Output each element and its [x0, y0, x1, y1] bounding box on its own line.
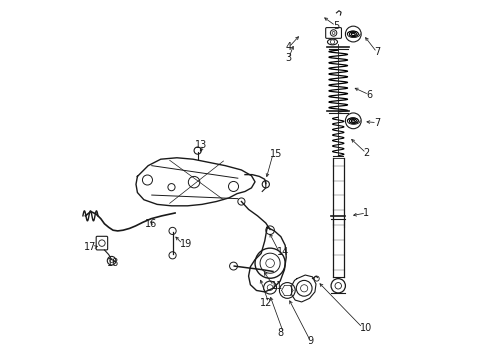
FancyBboxPatch shape — [326, 28, 342, 39]
Circle shape — [230, 262, 238, 270]
Text: 19: 19 — [180, 239, 192, 249]
Text: 4: 4 — [286, 42, 292, 52]
Text: 18: 18 — [106, 258, 119, 268]
Text: 17: 17 — [84, 242, 97, 252]
Text: 1: 1 — [364, 208, 369, 218]
Text: 16: 16 — [145, 219, 157, 229]
Circle shape — [266, 259, 274, 267]
Text: 12: 12 — [260, 298, 272, 308]
Circle shape — [107, 256, 116, 265]
Circle shape — [188, 176, 200, 188]
Circle shape — [296, 280, 312, 296]
Text: 6: 6 — [366, 90, 372, 100]
Circle shape — [168, 184, 175, 191]
Circle shape — [143, 175, 152, 185]
Circle shape — [110, 259, 113, 262]
Text: 5: 5 — [333, 21, 339, 31]
Circle shape — [345, 26, 361, 42]
Circle shape — [260, 253, 280, 273]
Circle shape — [266, 226, 274, 234]
Text: 11: 11 — [271, 281, 283, 291]
Text: 3: 3 — [286, 53, 292, 63]
Circle shape — [262, 181, 270, 188]
Text: 15: 15 — [270, 149, 282, 159]
Circle shape — [255, 248, 285, 278]
Text: 2: 2 — [364, 148, 369, 158]
Circle shape — [345, 113, 361, 129]
Text: 14: 14 — [276, 247, 289, 257]
Circle shape — [330, 40, 335, 44]
Text: 10: 10 — [360, 323, 372, 333]
Text: 9: 9 — [308, 336, 314, 346]
Circle shape — [314, 276, 319, 281]
Text: 7: 7 — [374, 47, 380, 57]
Circle shape — [335, 283, 342, 289]
Circle shape — [169, 227, 176, 234]
Text: 7: 7 — [374, 118, 380, 128]
Circle shape — [331, 279, 345, 293]
Text: 8: 8 — [278, 328, 284, 338]
Circle shape — [264, 281, 276, 294]
Text: 13: 13 — [195, 140, 207, 150]
Circle shape — [194, 147, 201, 154]
Circle shape — [300, 285, 308, 292]
Ellipse shape — [327, 39, 338, 45]
Circle shape — [279, 283, 295, 298]
Circle shape — [267, 285, 273, 291]
FancyBboxPatch shape — [96, 236, 108, 250]
Circle shape — [228, 181, 239, 192]
Circle shape — [332, 32, 335, 35]
Circle shape — [98, 240, 105, 246]
Circle shape — [238, 198, 245, 205]
Circle shape — [270, 268, 278, 276]
Circle shape — [330, 30, 337, 36]
Circle shape — [169, 252, 176, 259]
